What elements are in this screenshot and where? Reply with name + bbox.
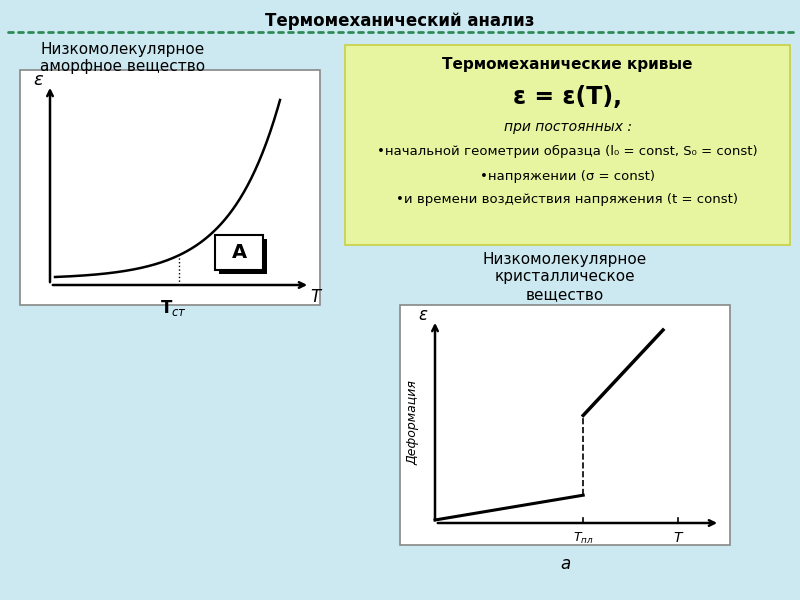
Text: $\mathbf{T}_{ст}$: $\mathbf{T}_{ст}$	[160, 298, 187, 318]
Bar	[219, 239, 267, 274]
Bar	[345, 45, 790, 245]
Text: ε = ε(T),: ε = ε(T),	[513, 85, 622, 109]
Text: ε: ε	[33, 71, 43, 89]
Text: Термомеханические кривые: Термомеханические кривые	[442, 57, 693, 72]
Bar	[400, 305, 730, 545]
Text: •напряжении (σ = const): •напряжении (σ = const)	[480, 170, 655, 183]
Text: ε: ε	[418, 306, 427, 324]
Bar	[20, 70, 320, 305]
Text: при постоянных :: при постоянных :	[503, 120, 631, 134]
Text: T: T	[310, 288, 320, 306]
Text: Деформация: Деформация	[406, 380, 419, 466]
Text: а: а	[560, 555, 570, 573]
Text: T: T	[674, 531, 682, 545]
Text: $T_{пл}$: $T_{пл}$	[573, 531, 594, 546]
Text: Термомеханический анализ: Термомеханический анализ	[266, 12, 534, 30]
Text: •начальной геометрии образца (l₀ = const, S₀ = const): •начальной геометрии образца (l₀ = const…	[377, 145, 758, 158]
Bar	[215, 235, 263, 270]
Text: Низкомолекулярное
кристаллическое
вещество: Низкомолекулярное кристаллическое вещест…	[483, 252, 647, 302]
Text: Низкомолекулярное
аморфное вещество: Низкомолекулярное аморфное вещество	[40, 42, 205, 74]
Text: A: A	[231, 243, 246, 262]
Text: •и времени воздействия напряжения (t = const): •и времени воздействия напряжения (t = c…	[397, 193, 738, 206]
